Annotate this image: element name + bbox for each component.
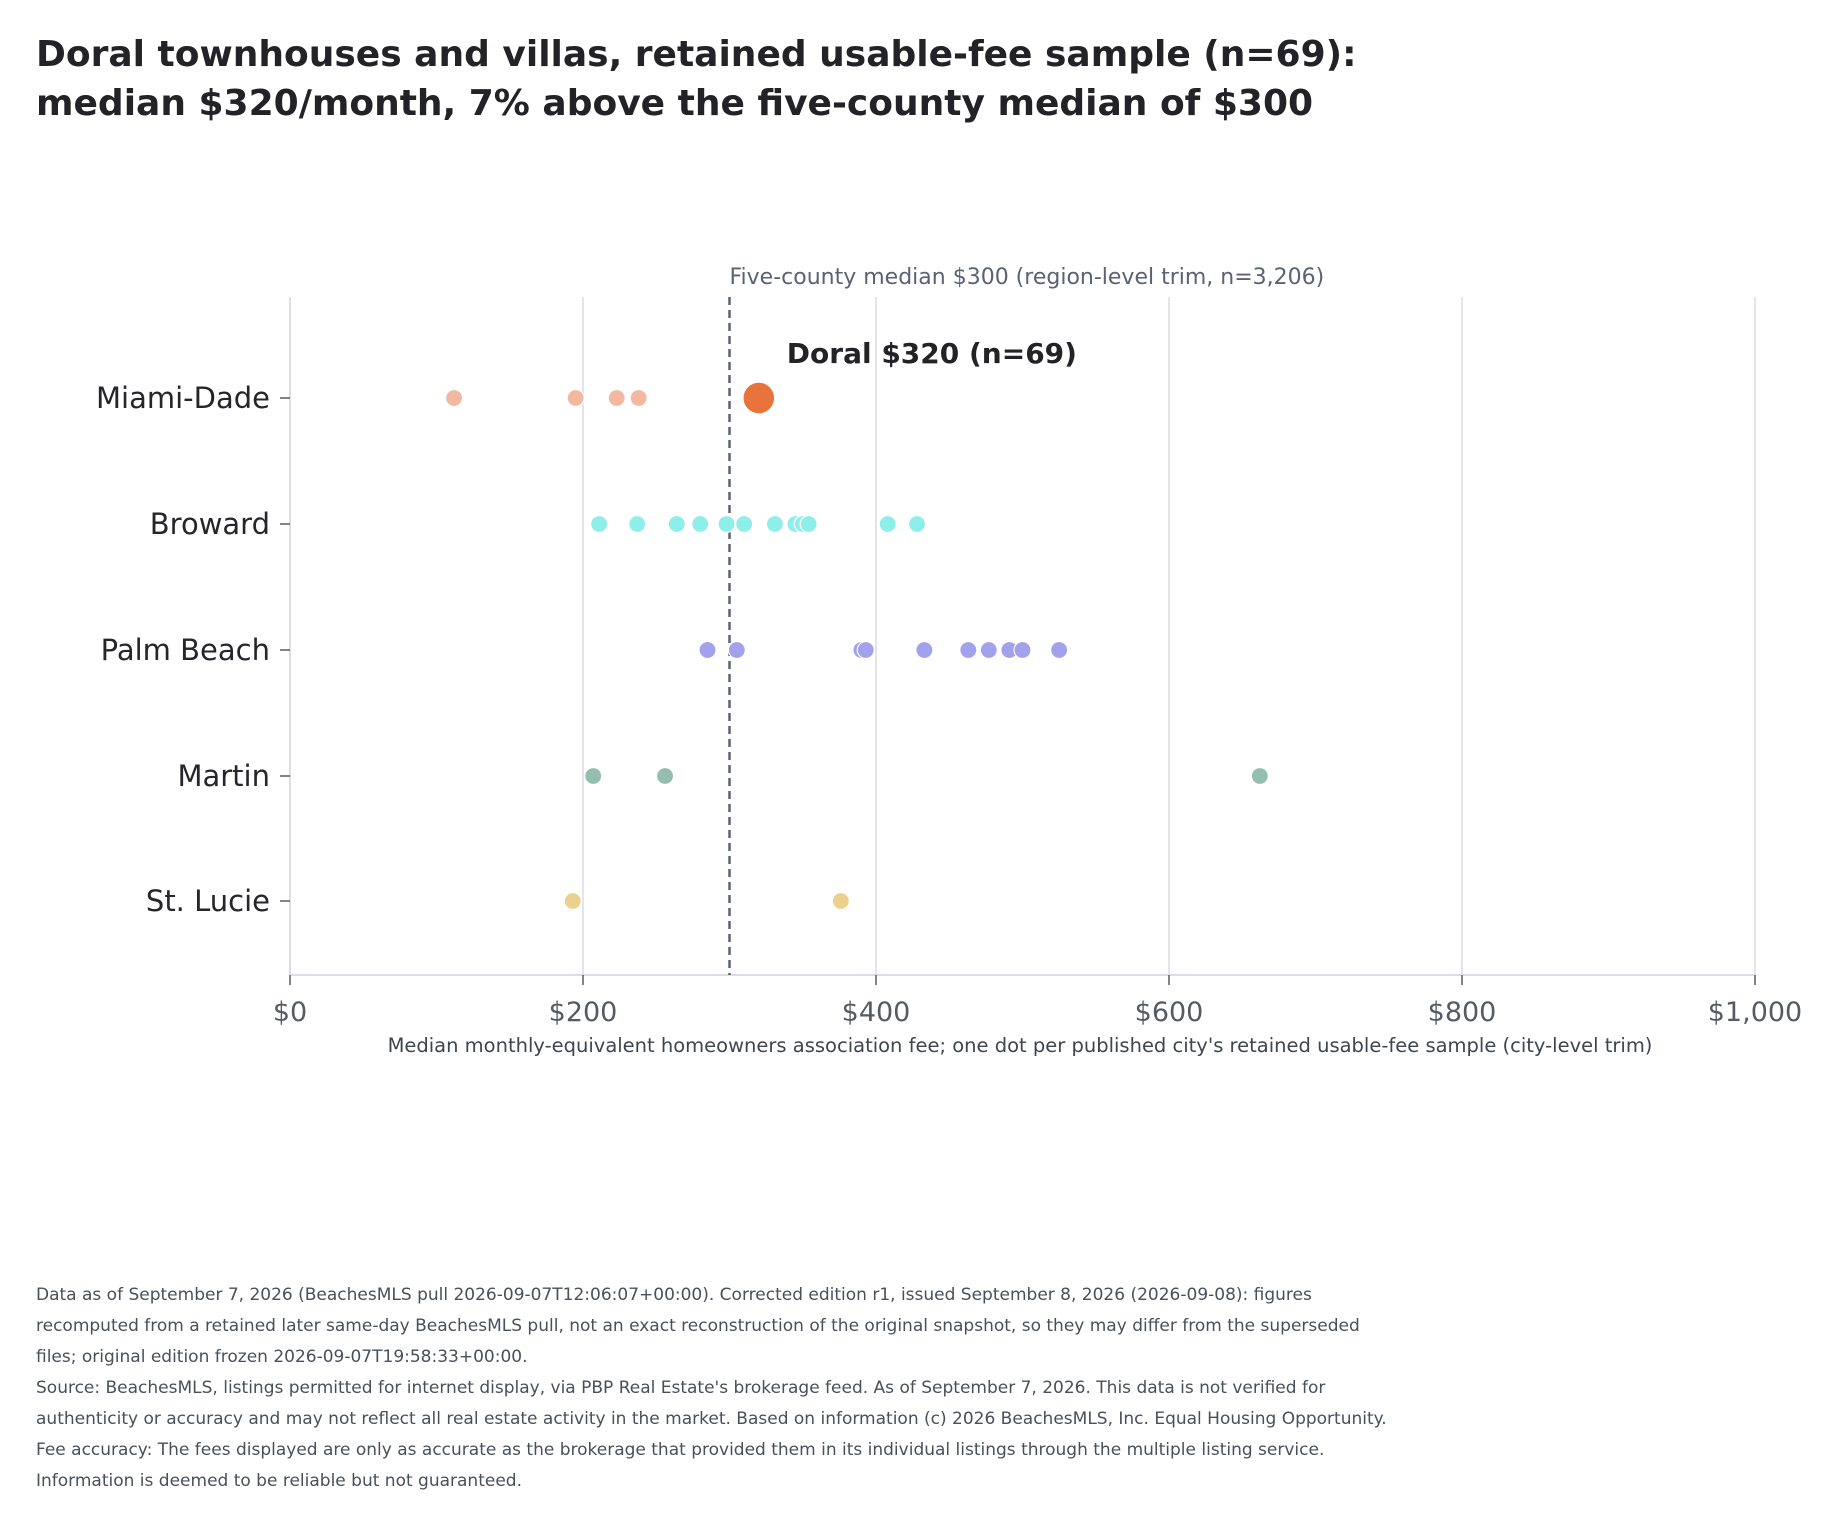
x-tick-label: $800 (1428, 997, 1497, 1028)
data-dot (717, 514, 736, 534)
footnote-data-note: Data as of September 7, 2026 (BeachesMLS… (36, 1285, 1360, 1367)
data-dot (1050, 640, 1069, 660)
data-dot (856, 640, 875, 660)
footnote-source-note: Source: BeachesMLS, listings permitted f… (36, 1378, 1387, 1491)
x-tick-label: $200 (549, 997, 618, 1028)
y-tick-label: St. Lucie (146, 884, 270, 918)
data-dot (831, 891, 850, 911)
highlight-dot (742, 381, 776, 415)
data-dot (878, 514, 897, 534)
data-dot (584, 766, 603, 786)
y-tick-label: Miami-Dade (96, 381, 270, 415)
data-dot (907, 514, 927, 534)
highlight-label: Doral $320 (n=69) (787, 337, 1077, 370)
data-dot (563, 891, 582, 911)
gridlines (582, 297, 1756, 975)
data-dot (590, 514, 609, 534)
data-dot (655, 766, 675, 786)
data-dot (1250, 766, 1269, 786)
x-tick-label: $1,000 (1708, 997, 1802, 1028)
data-dot (765, 514, 785, 534)
data-dot (566, 388, 585, 408)
data-dot (979, 640, 998, 660)
y-tick-label: Palm Beach (101, 633, 270, 667)
x-tick-label: $600 (1135, 997, 1204, 1028)
y-tick-label: Broward (150, 507, 270, 541)
reference-line-label: Five-county median $300 (region-level tr… (730, 265, 1325, 290)
x-axis-title: Median monthly-equivalent homeowners ass… (388, 1034, 1653, 1057)
chart-title: Doral townhouses and villas, retained us… (36, 30, 1736, 128)
data-dot (915, 640, 934, 660)
data-dot (628, 514, 647, 534)
y-tick-label: Martin (177, 759, 270, 793)
data-dots: Doral $320 (n=69) (444, 337, 1269, 911)
data-dot (1013, 640, 1032, 660)
title-line-2: median $320/month, 7% above the five-cou… (36, 83, 1314, 124)
data-dot (667, 514, 686, 534)
axes: $0 $200 $400 $600 $800 $1,000 Miami-Dade Browar… (96, 297, 1802, 1028)
data-dot (444, 388, 464, 408)
footnote: Data as of September 7, 2026 (BeachesMLS… (36, 1280, 1396, 1497)
reference-line-group: Five-county median $300 (region-level tr… (728, 265, 1325, 975)
data-dot (735, 514, 754, 534)
dot-plot-chart: $0 $200 $400 $600 $800 $1,000 Miami-Dade Browar… (96, 265, 1802, 1057)
data-dot (607, 388, 626, 408)
title-line-1: Doral townhouses and villas, retained us… (36, 34, 1357, 75)
data-dot (799, 514, 818, 534)
x-tick-label: $0 (273, 997, 307, 1028)
data-dot (727, 640, 746, 660)
x-tick-label: $400 (842, 997, 911, 1028)
data-dot (698, 640, 717, 660)
data-dot (691, 514, 710, 534)
data-dot (959, 640, 978, 660)
data-dot (629, 388, 648, 408)
